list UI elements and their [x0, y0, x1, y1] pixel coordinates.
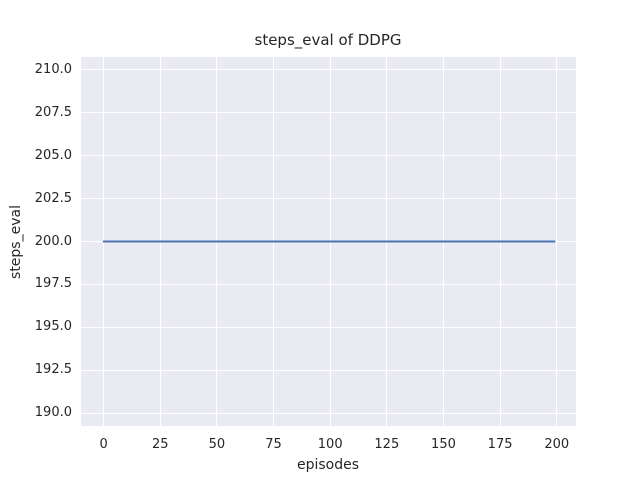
plot-area: [81, 57, 576, 426]
x-tick-label: 150: [431, 437, 456, 452]
gridline-horizontal: [81, 283, 576, 285]
y-tick-label: 205.0: [34, 147, 72, 163]
x-tick-label: 100: [317, 437, 343, 452]
y-tick-label: 202.5: [34, 190, 72, 206]
y-tick-label: 200.0: [34, 233, 72, 249]
gridline-horizontal: [81, 69, 576, 71]
x-tick-label: 75: [265, 437, 282, 452]
gridline-horizontal: [81, 412, 576, 414]
x-tick-label: 25: [152, 437, 169, 452]
y-tick-label: 195.0: [34, 319, 72, 335]
x-axis-label: episodes: [296, 457, 360, 473]
y-tick-label: 197.5: [34, 276, 72, 292]
y-tick-label: 192.5: [34, 362, 72, 378]
x-tick-label: 50: [208, 437, 226, 452]
gridline-horizontal: [81, 326, 576, 328]
series-layer: [102, 240, 556, 243]
y-tick-label: 190.0: [34, 405, 72, 421]
x-tick-label: 125: [374, 437, 400, 452]
x-tick-label: 175: [487, 437, 513, 452]
gridline-horizontal: [81, 369, 576, 371]
chart-title: steps_eval of DDPG: [254, 31, 402, 49]
gridline-horizontal: [81, 198, 576, 200]
x-tick-label: 0: [99, 437, 108, 452]
x-tick-label: 200: [544, 437, 570, 452]
gridline-horizontal: [81, 112, 576, 114]
y-axis-label: steps_eval: [8, 205, 24, 279]
y-tick-label: 210.0: [34, 61, 72, 77]
gridline-horizontal: [81, 155, 576, 157]
y-tick-label: 207.5: [34, 104, 72, 120]
gridline-vertical: [556, 57, 558, 426]
